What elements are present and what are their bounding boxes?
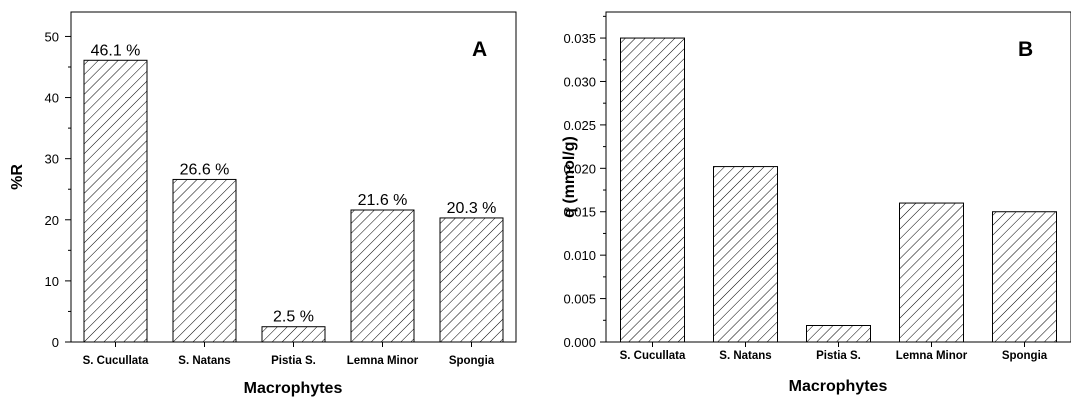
category-label: Lemna Minor: [896, 350, 968, 362]
bar: [172, 178, 237, 343]
data-label: 26.6 %: [180, 161, 230, 178]
data-label: 2.5 %: [273, 309, 314, 326]
y-tick-label: 0.030: [563, 74, 596, 89]
y-tick-label: 0.025: [563, 118, 596, 133]
bars: [620, 37, 1057, 347]
y-tick-label: 40: [45, 91, 59, 106]
y-tick-label: 0.005: [563, 292, 596, 307]
category-label: Pistia S.: [816, 350, 861, 362]
y-tick-label: 10: [45, 274, 59, 289]
category-label: S. Natans: [178, 355, 230, 367]
data-labels: 46.1 % 26.6 % 2.5 % 21.6 % 20.3 %: [91, 42, 497, 325]
bar: [899, 202, 964, 343]
category-label: S. Natans: [719, 350, 771, 362]
x-axis-title: Macrophytes: [789, 378, 888, 395]
category-label: Spongia: [1002, 350, 1048, 362]
y-tick-label: 0.035: [563, 31, 596, 46]
data-label: 20.3 %: [447, 200, 497, 217]
y-tick-label: 0.010: [563, 248, 596, 263]
bar: [992, 211, 1057, 343]
bar: [806, 325, 871, 343]
y-tick-label: 50: [45, 29, 59, 44]
category-label: Pistia S.: [271, 355, 316, 367]
y-tick-label: 20: [45, 213, 59, 228]
category-label: Lemna Minor: [347, 355, 419, 367]
y-axis-ticks: 0 10 20 30 40 50: [45, 29, 71, 350]
bar: [439, 217, 504, 343]
y-tick-label: 0.015: [563, 205, 596, 220]
data-label: 21.6 %: [358, 192, 408, 209]
panel-label: B: [1018, 38, 1033, 61]
y-tick-label: 0.020: [563, 161, 596, 176]
y-axis-ticks: 0.000 0.005 0.010 0.015 0.020 0.025 0.030 0.035: [563, 15, 606, 350]
panel-b: 0.000 0.005 0.010 0.015 0.020 0.025 0.030 0.035…: [561, 11, 1071, 395]
panel-label: A: [472, 38, 487, 61]
panel-a: 0 10 20 30 40 50 46.1 % 26.6 % 2.5 % 21.6 % 20.3 …: [9, 11, 517, 397]
bar: [620, 37, 685, 343]
y-tick-label: 0.000: [563, 335, 596, 350]
bar: [83, 59, 148, 343]
y-axis-title: q (mmol/g): [561, 136, 578, 218]
category-label: Spongia: [449, 355, 495, 367]
bar: [350, 209, 415, 343]
bar: [261, 326, 326, 343]
data-label: 46.1 %: [91, 42, 141, 59]
category-label: S. Cucullata: [620, 350, 686, 362]
category-label: S. Cucullata: [83, 355, 149, 367]
y-tick-label: 30: [45, 152, 59, 167]
category-labels: S. Cucullata S. Natans Pistia S. Lemna Mino…: [83, 355, 495, 367]
x-axis-title: Macrophytes: [244, 380, 343, 397]
y-axis-title: %R: [9, 164, 26, 190]
bars: [83, 59, 504, 347]
bar: [713, 166, 778, 343]
y-tick-label: 0: [52, 335, 59, 350]
category-labels: S. Cucullata S. Natans Pistia S. Lemna Mino…: [620, 350, 1048, 362]
